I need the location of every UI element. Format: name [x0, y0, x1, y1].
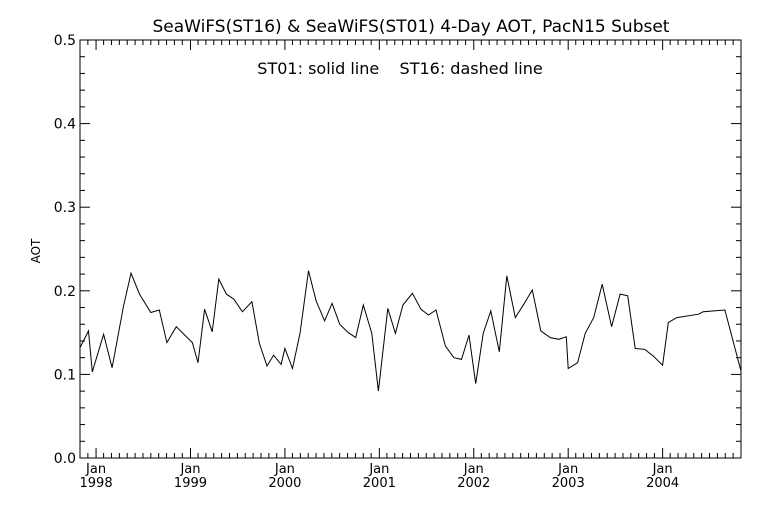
x-tick-month-label: Jan	[463, 462, 484, 477]
series-line-st01	[79, 270, 742, 392]
x-tick-year-label: 1999	[174, 476, 207, 491]
y-tick-label: 0.2	[54, 284, 76, 300]
series-layer	[79, 270, 742, 392]
x-axis-ticks: Jan1998Jan1999Jan2000Jan2001Jan2002Jan20…	[79, 40, 742, 491]
chart-title: SeaWiFS(ST16) & SeaWiFS(ST01) 4-Day AOT,…	[153, 17, 670, 37]
x-tick-month-label: Jan	[179, 462, 200, 477]
plot-frame	[79, 39, 742, 459]
x-tick-month-label: Jan	[557, 462, 578, 477]
x-tick-month-label: Jan	[85, 462, 106, 477]
y-tick-label: 0.4	[54, 117, 76, 133]
x-tick-year-label: 2003	[552, 476, 585, 491]
x-tick-month-label: Jan	[652, 462, 673, 477]
x-tick-month-label: Jan	[274, 462, 295, 477]
y-tick-label: 0.0	[54, 451, 76, 467]
x-tick-year-label: 2004	[646, 476, 679, 491]
y-axis-label: AOT	[29, 238, 43, 263]
y-tick-label: 0.3	[54, 200, 76, 216]
y-tick-label: 0.1	[54, 367, 76, 383]
x-tick-month-label: Jan	[368, 462, 389, 477]
y-tick-label: 0.5	[54, 33, 76, 49]
y-axis-ticks: 0.0 0.1 0.2 0.3 0.4 0.5	[54, 33, 741, 467]
x-tick-year-label: 2002	[457, 476, 490, 491]
x-tick-year-label: 2001	[363, 476, 396, 491]
line-style-annotation: ST01: solid line ST16: dashed line	[257, 59, 542, 78]
x-tick-year-label: 1998	[80, 476, 113, 491]
x-tick-year-label: 2000	[268, 476, 301, 491]
